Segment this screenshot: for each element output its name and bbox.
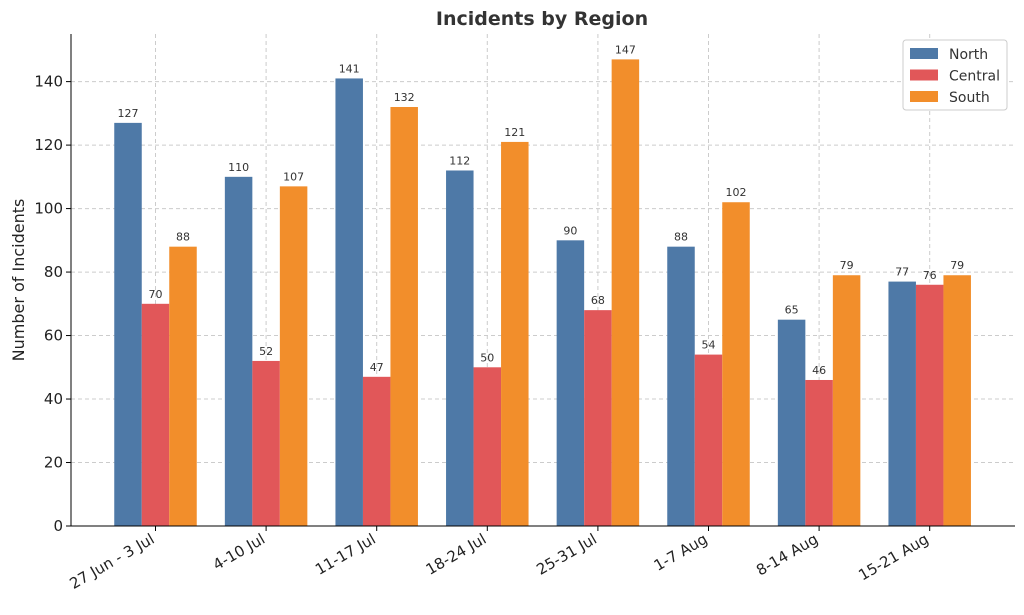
x-tick-label: 27 Jun - 3 Jul bbox=[67, 530, 158, 593]
bar-south-6 bbox=[832, 275, 861, 526]
x-tick-label: 15-21 Aug bbox=[855, 530, 931, 584]
data-label: 88 bbox=[176, 231, 190, 244]
x-ticks: 27 Jun - 3 Jul 4-10 Jul 11-17 Jul 18-24 Jul… bbox=[67, 526, 932, 593]
data-label: 76 bbox=[923, 269, 937, 282]
bar-south-4 bbox=[611, 59, 640, 526]
bar-north-3 bbox=[446, 170, 474, 526]
bar-central-1 bbox=[252, 360, 280, 526]
data-label: 65 bbox=[785, 304, 799, 317]
bar-north-1 bbox=[224, 176, 253, 526]
y-tick-label: 20 bbox=[44, 454, 63, 472]
data-label: 112 bbox=[449, 154, 470, 167]
bars-layer bbox=[114, 59, 971, 527]
bar-central-6 bbox=[805, 379, 833, 526]
bar-north-2 bbox=[335, 78, 363, 526]
y-tick-label: 0 bbox=[53, 517, 63, 535]
bar-central-0 bbox=[141, 303, 170, 526]
legend-swatch-north bbox=[910, 48, 938, 59]
y-tick-label: 120 bbox=[34, 136, 63, 154]
data-label: 107 bbox=[283, 170, 304, 183]
data-label: 79 bbox=[840, 259, 854, 272]
bar-north-7 bbox=[888, 281, 916, 526]
data-label: 147 bbox=[615, 43, 636, 56]
data-label: 50 bbox=[480, 351, 494, 364]
legend-swatch-south bbox=[910, 91, 938, 102]
x-tick-label: 8-14 Aug bbox=[753, 530, 821, 580]
x-tick-label: 11-17 Jul bbox=[312, 530, 379, 579]
bar-south-1 bbox=[279, 186, 308, 526]
bar-central-2 bbox=[362, 376, 391, 526]
y-axis-label: Number of Incidents bbox=[9, 199, 28, 362]
y-tick-label: 140 bbox=[34, 73, 63, 91]
data-label: 70 bbox=[149, 288, 163, 301]
bar-central-4 bbox=[584, 310, 612, 526]
bar-north-0 bbox=[114, 122, 142, 527]
legend-label: North bbox=[949, 47, 988, 63]
y-tick-label: 60 bbox=[44, 327, 63, 345]
bar-central-5 bbox=[694, 354, 723, 526]
legend: North Central South bbox=[902, 39, 1008, 111]
y-ticks: 0 20 40 60 80 100 120 140 bbox=[34, 73, 71, 535]
axes bbox=[70, 34, 1015, 527]
data-label: 46 bbox=[812, 364, 826, 377]
data-label: 132 bbox=[394, 91, 415, 104]
bar-south-3 bbox=[501, 141, 529, 526]
data-label: 88 bbox=[674, 231, 688, 244]
legend-label: Central bbox=[949, 69, 1000, 85]
bar-south-2 bbox=[390, 107, 418, 526]
y-tick-label: 80 bbox=[44, 263, 63, 281]
chart-title: Incidents by Region bbox=[436, 8, 648, 30]
y-tick-label: 100 bbox=[34, 200, 63, 218]
data-label: 54 bbox=[702, 339, 716, 352]
data-label: 102 bbox=[726, 186, 747, 199]
data-label: 110 bbox=[228, 161, 249, 174]
data-label: 77 bbox=[895, 266, 909, 279]
bar-south-5 bbox=[722, 202, 750, 527]
grid bbox=[71, 34, 1015, 526]
bar-north-6 bbox=[777, 319, 806, 526]
bar-north-5 bbox=[667, 246, 695, 527]
data-label: 68 bbox=[591, 294, 605, 307]
data-label: 79 bbox=[950, 259, 964, 272]
data-label: 141 bbox=[339, 62, 360, 75]
data-label: 47 bbox=[370, 361, 384, 374]
bar-south-7 bbox=[943, 275, 971, 526]
legend-swatch-central bbox=[910, 69, 938, 81]
x-tick-label: 1-7 Aug bbox=[651, 530, 711, 575]
y-tick-label: 40 bbox=[44, 390, 63, 408]
legend-label: South bbox=[949, 90, 990, 106]
bar-south-0 bbox=[169, 246, 197, 527]
bar-central-7 bbox=[915, 284, 944, 526]
x-tick-label: 25-31 Jul bbox=[533, 530, 600, 579]
x-tick-label: 4-10 Jul bbox=[210, 530, 268, 574]
data-label: 121 bbox=[504, 126, 525, 139]
data-labels-layer: 127 70 88 110 52 107 141 47 132 112 50 121 90 68 147 88… bbox=[118, 43, 965, 377]
bar-north-4 bbox=[556, 240, 585, 527]
data-label: 52 bbox=[259, 345, 273, 358]
data-label: 127 bbox=[118, 107, 139, 120]
x-tick-label: 18-24 Jul bbox=[423, 530, 490, 579]
bar-central-3 bbox=[473, 367, 502, 526]
data-label: 90 bbox=[563, 224, 577, 237]
